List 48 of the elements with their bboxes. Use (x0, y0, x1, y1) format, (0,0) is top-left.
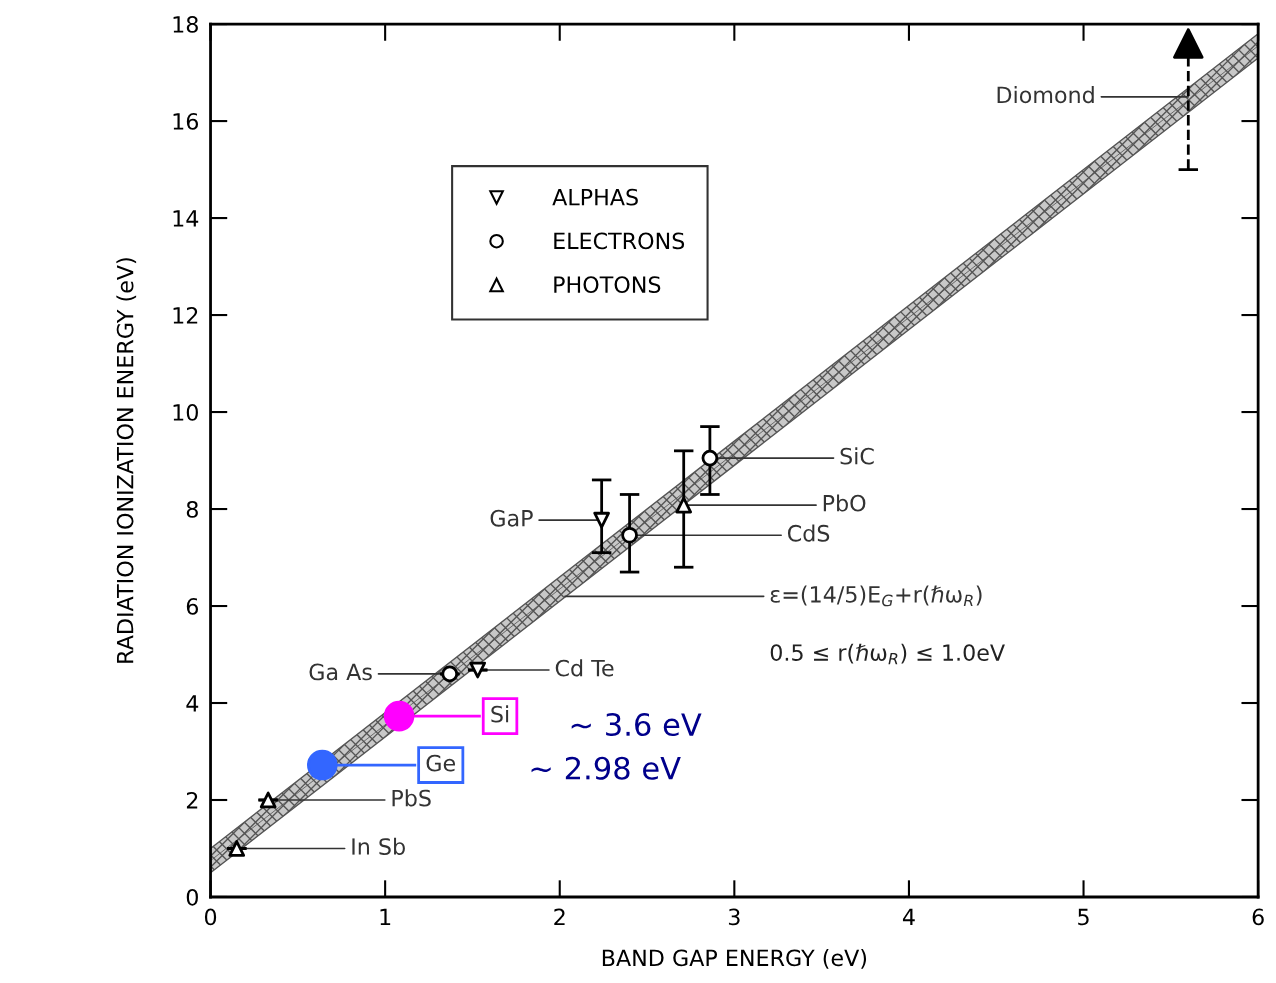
y-tick-label: 6 (186, 597, 199, 615)
y-tick-label: 12 (173, 307, 198, 324)
annotation: GaP (490, 509, 533, 527)
annotation: ~ 3.6 eV (571, 713, 702, 737)
point (675, 496, 693, 514)
point (701, 449, 719, 467)
y-tick-label: 2 (186, 791, 198, 809)
point (1173, 28, 1204, 59)
annotation: Si (491, 705, 509, 723)
annotation: ε=(14/5)E$_{G}$+r(ℏω$_{R}$) (770, 585, 982, 607)
legend-label: ALPHAS (552, 188, 638, 206)
point (228, 840, 246, 857)
y-tick-label: 0 (186, 888, 198, 906)
y-tick-label: 10 (173, 403, 198, 421)
y-tick-label: 14 (173, 210, 199, 227)
x-tick-label: 3 (728, 908, 740, 926)
y-tick-label: 18 (173, 16, 198, 33)
x-tick-label: 4 (902, 908, 915, 925)
x-axis-title: BAND GAP ENERGY (eV) (602, 949, 867, 969)
legend-label: PHOTONS (554, 276, 661, 294)
point (383, 700, 415, 732)
annotation: Ge (426, 754, 456, 772)
annotation: In Sb (352, 837, 405, 855)
annotation: Ga As (309, 663, 372, 681)
point (441, 665, 459, 683)
annotation: SiC (840, 447, 874, 465)
x-tick-label: 0 (204, 908, 217, 926)
point (593, 511, 610, 529)
x-tick-label: 2 (554, 908, 565, 925)
annotation: Diomond (997, 86, 1094, 104)
annotation: ~ 2.98 eV (531, 756, 681, 780)
annotation: PbO (823, 494, 866, 512)
annotation: Cd Te (555, 659, 614, 677)
y-tick-label: 4 (186, 695, 199, 712)
y-axis-title: RADIATION IONIZATION ENERGY (eV) (116, 258, 137, 663)
annotation: PbS (392, 789, 431, 807)
x-tick-label: 5 (1078, 908, 1089, 926)
point (259, 791, 277, 809)
annotation: 0.5 ≤ r(ℏω$_{R}$) ≤ 1.0eV (770, 643, 1005, 665)
point (307, 749, 338, 781)
y-tick-label: 8 (186, 500, 198, 518)
annotation: CdS (787, 524, 830, 542)
y-tick-label: 16 (173, 113, 199, 130)
x-tick-label: 1 (380, 908, 391, 925)
legend-label: ELECTRONS (554, 232, 685, 250)
point (621, 526, 638, 544)
x-tick-label: 6 (1252, 908, 1264, 926)
point (469, 661, 487, 679)
